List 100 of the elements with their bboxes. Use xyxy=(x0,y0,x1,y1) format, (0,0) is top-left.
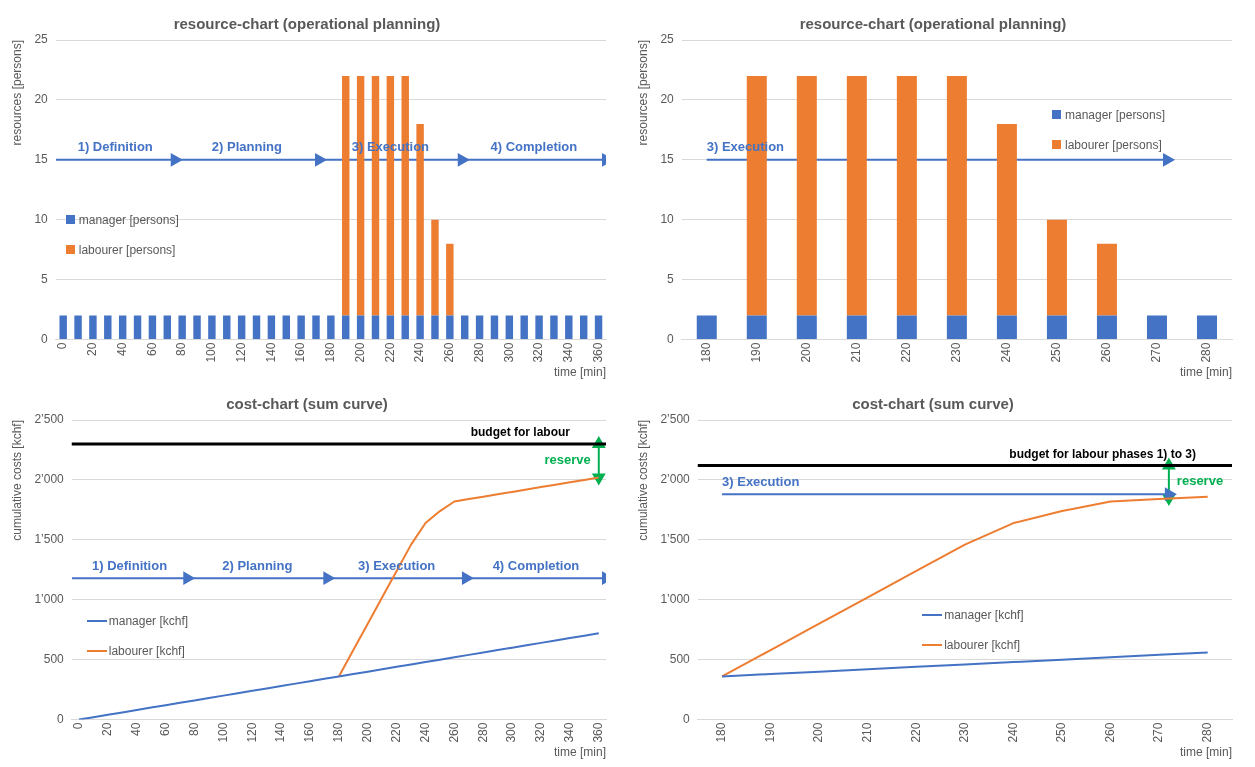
x-tick-label: 210 xyxy=(860,722,875,743)
chart-title: cost-chart (sum curve) xyxy=(226,395,388,413)
legend-label: manager [kchf] xyxy=(108,613,189,628)
ref-line-label: budget for labour phases 1) to 3) xyxy=(1009,446,1196,461)
x-tick-label: 230 xyxy=(949,342,964,363)
x-tick-label: 230 xyxy=(957,722,972,743)
x-tick-label: 280 xyxy=(475,722,490,743)
y-tick-label: 25 xyxy=(660,32,675,47)
x-tick-label: 190 xyxy=(762,722,777,743)
y-tick-label: 500 xyxy=(669,651,691,666)
x-tick-label: 180 xyxy=(714,722,729,743)
x-tick-label: 280 xyxy=(471,342,486,363)
x-tick-label: 80 xyxy=(186,722,201,736)
x-tick-label: 120 xyxy=(244,722,259,743)
x-tick-label: 300 xyxy=(504,722,519,743)
x-tick-label: 180 xyxy=(331,722,346,743)
series-label: 4) Completion xyxy=(492,557,580,573)
x-tick-label: 20 xyxy=(85,342,100,356)
x-tick-label: 280 xyxy=(1199,342,1214,363)
y-tick-label: 2’000 xyxy=(660,472,691,487)
x-tick-label: 0 xyxy=(71,722,86,730)
x-tick-label: 140 xyxy=(263,342,278,363)
x-axis-title: time [min] xyxy=(1179,745,1232,760)
x-axis-title: time [min] xyxy=(553,365,606,380)
chart-title: resource-chart (operational planning) xyxy=(799,15,1067,33)
y-tick-label: 2’000 xyxy=(34,472,65,487)
y-tick-label: 0 xyxy=(683,711,691,726)
x-tick-label: 200 xyxy=(811,722,826,743)
legend-label: manager [persons] xyxy=(78,212,179,227)
y-tick-label: 1’000 xyxy=(34,592,65,607)
x-axis-title: time [min] xyxy=(553,745,606,760)
x-tick-label: 250 xyxy=(1054,722,1069,743)
x-tick-label: 100 xyxy=(215,722,230,743)
legend-label: labourer [persons] xyxy=(1065,137,1162,152)
x-tick-label: 300 xyxy=(501,342,516,363)
series-label: 1) Definition xyxy=(91,557,168,573)
y-axis-title: cumulative costs [kchf] xyxy=(635,420,650,541)
x-tick-label: 360 xyxy=(590,342,605,363)
x-tick-label: 240 xyxy=(1005,722,1020,743)
y-tick-label: 0 xyxy=(41,331,49,346)
x-tick-label: 270 xyxy=(1151,722,1166,743)
y-tick-label: 2’500 xyxy=(34,412,65,427)
series-label: 2) Planning xyxy=(211,139,282,155)
x-tick-label: 320 xyxy=(533,722,548,743)
x-tick-label: 260 xyxy=(442,342,457,363)
ref-line-label: budget for labour xyxy=(470,425,571,440)
x-tick-label: 160 xyxy=(302,722,317,743)
y-tick-label: 5 xyxy=(41,271,49,286)
chart-title: cost-chart (sum curve) xyxy=(852,395,1014,413)
x-tick-label: 60 xyxy=(157,722,172,736)
series-label: 3) Execution xyxy=(722,473,800,489)
legend-label: manager [kchf] xyxy=(944,607,1024,622)
x-tick-label: 340 xyxy=(562,722,577,743)
x-tick-label: 160 xyxy=(293,342,308,363)
x-tick-label: 320 xyxy=(531,342,546,363)
chart-title: resource-chart (operational planning) xyxy=(173,15,441,33)
y-tick-label: 25 xyxy=(34,32,49,47)
y-tick-label: 0 xyxy=(57,711,65,726)
series-label: 1) Definition xyxy=(77,139,153,155)
x-tick-label: 80 xyxy=(174,342,189,356)
x-tick-label: 260 xyxy=(1099,342,1114,363)
x-tick-label: 180 xyxy=(323,342,338,363)
x-tick-label: 60 xyxy=(144,342,159,356)
x-tick-label: 340 xyxy=(561,342,576,363)
x-tick-label: 180 xyxy=(699,342,714,363)
x-tick-label: 140 xyxy=(273,722,288,743)
y-axis-title: cumulative costs [kchf] xyxy=(9,420,24,541)
y-tick-label: 1’000 xyxy=(660,592,691,607)
legend-label: labourer [kchf] xyxy=(944,637,1021,652)
x-axis-title: time [min] xyxy=(1179,365,1232,380)
x-tick-label: 260 xyxy=(1102,722,1117,743)
legend-label: labourer [kchf] xyxy=(108,643,185,658)
x-tick-label: 20 xyxy=(100,722,115,736)
x-tick-label: 40 xyxy=(114,342,129,356)
x-tick-label: 360 xyxy=(591,722,606,743)
x-tick-label: 240 xyxy=(417,722,432,743)
y-tick-label: 10 xyxy=(34,212,49,227)
series-label: 2) Planning xyxy=(222,557,293,573)
y-tick-label: 5 xyxy=(667,271,675,286)
x-tick-label: 220 xyxy=(388,722,403,743)
y-axis-title: resources [persons] xyxy=(635,40,650,146)
series-label: reserve xyxy=(544,452,591,468)
x-tick-label: 210 xyxy=(849,342,864,363)
x-tick-label: 200 xyxy=(360,722,375,743)
y-tick-label: 2’500 xyxy=(660,412,691,427)
y-tick-label: 1’500 xyxy=(660,532,691,547)
x-tick-label: 100 xyxy=(204,342,219,363)
y-tick-label: 15 xyxy=(660,152,675,167)
x-tick-label: 240 xyxy=(999,342,1014,363)
x-tick-label: 250 xyxy=(1049,342,1064,363)
y-axis-title: resources [persons] xyxy=(9,40,24,146)
x-tick-label: 120 xyxy=(233,342,248,363)
x-tick-label: 40 xyxy=(129,722,144,736)
x-tick-label: 200 xyxy=(799,342,814,363)
series-label: 4) Completion xyxy=(490,139,578,155)
y-tick-label: 15 xyxy=(34,152,49,167)
y-tick-label: 20 xyxy=(660,92,675,107)
y-tick-label: 20 xyxy=(34,92,49,107)
y-tick-label: 10 xyxy=(660,212,675,227)
y-tick-label: 500 xyxy=(43,651,65,666)
